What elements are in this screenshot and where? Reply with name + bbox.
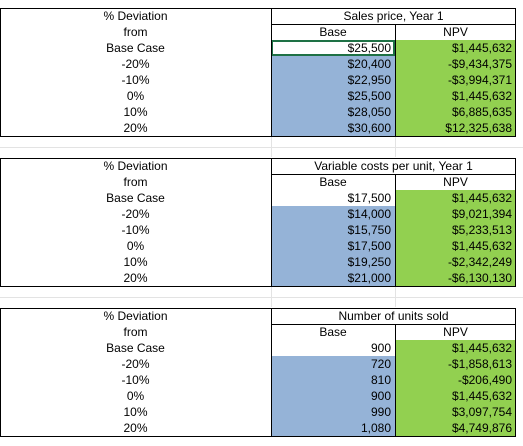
- base-cell[interactable]: $14,000: [271, 206, 395, 222]
- deviation-cell[interactable]: 10%: [123, 405, 148, 419]
- deviation-cell[interactable]: -10%: [121, 373, 150, 387]
- deviation-cell[interactable]: 20%: [123, 121, 148, 135]
- deviation-cell[interactable]: -10%: [121, 223, 150, 237]
- table-border: [0, 308, 516, 309]
- table-border: [515, 308, 516, 437]
- base-npv-cell[interactable]: $1,445,632: [395, 340, 516, 356]
- table-border: [271, 8, 272, 137]
- npv-cell[interactable]: $5,233,513: [395, 222, 516, 238]
- table-border: [515, 8, 516, 137]
- table-border: [271, 24, 516, 25]
- dev-header-line-3[interactable]: Base Case: [106, 191, 165, 205]
- table-border: [0, 308, 1, 437]
- base-cell[interactable]: 810: [271, 372, 395, 388]
- deviation-cell[interactable]: -20%: [121, 357, 150, 371]
- table-title[interactable]: Sales price, Year 1: [343, 9, 444, 23]
- table-border: [271, 158, 272, 287]
- table-border: [0, 286, 516, 287]
- base-value-cell[interactable]: 900: [370, 341, 391, 355]
- base-cell[interactable]: $25,500: [271, 88, 395, 104]
- table-title[interactable]: Variable costs per unit, Year 1: [314, 159, 473, 173]
- npv-cell[interactable]: -$1,858,613: [395, 356, 516, 372]
- dev-header-line-3[interactable]: Base Case: [106, 41, 165, 55]
- base-npv-cell[interactable]: $1,445,632: [395, 40, 516, 56]
- npv-cell[interactable]: -$9,434,375: [395, 56, 516, 72]
- npv-cell[interactable]: $6,885,635: [395, 104, 516, 120]
- base-value-cell[interactable]: $17,500: [347, 191, 391, 205]
- table-border: [0, 136, 516, 137]
- base-cell[interactable]: 720: [271, 356, 395, 372]
- base-cell[interactable]: 1,080: [271, 420, 395, 436]
- base-npv-cell[interactable]: $1,445,632: [395, 190, 516, 206]
- table-title[interactable]: Number of units sold: [338, 309, 449, 323]
- sensitivity-table-sales-price: % Deviation Sales price, Year 1 from Bas…: [0, 8, 516, 140]
- base-cell[interactable]: $20,400: [271, 56, 395, 72]
- gridline: [395, 137, 396, 157]
- base-value-cell-selected[interactable]: $25,500: [271, 40, 395, 56]
- table-border: [0, 158, 1, 287]
- base-cell[interactable]: $30,600: [271, 120, 395, 136]
- table-border: [0, 8, 1, 137]
- base-cell[interactable]: $21,000: [271, 270, 395, 286]
- table-border: [395, 324, 396, 437]
- npv-cell[interactable]: $1,445,632: [395, 238, 516, 254]
- base-cell[interactable]: $17,500: [271, 238, 395, 254]
- gridline: [0, 147, 523, 148]
- deviation-cell[interactable]: 10%: [123, 105, 148, 119]
- dev-header-line-3[interactable]: Base Case: [106, 341, 165, 355]
- deviation-cell[interactable]: -10%: [121, 73, 150, 87]
- table-border: [0, 436, 516, 437]
- npv-cell[interactable]: $9,021,394: [395, 206, 516, 222]
- dev-header-line-1[interactable]: % Deviation: [103, 309, 168, 323]
- dev-header-line-1[interactable]: % Deviation: [103, 159, 168, 173]
- dev-header-line-2[interactable]: from: [123, 175, 148, 189]
- dev-header-line-1[interactable]: % Deviation: [103, 9, 168, 23]
- table-border: [271, 324, 516, 325]
- npv-column-header[interactable]: NPV: [443, 25, 468, 39]
- dev-header-line-2[interactable]: from: [123, 25, 148, 39]
- dev-header-line-2[interactable]: from: [123, 325, 148, 339]
- table-border: [271, 308, 272, 437]
- npv-cell[interactable]: -$3,994,371: [395, 72, 516, 88]
- npv-cell[interactable]: $1,445,632: [395, 88, 516, 104]
- table-border: [271, 174, 516, 175]
- gridline: [0, 297, 523, 298]
- npv-cell[interactable]: $1,445,632: [395, 388, 516, 404]
- base-cell[interactable]: 900: [271, 388, 395, 404]
- npv-cell[interactable]: $4,749,876: [395, 420, 516, 436]
- sensitivity-table-units-sold: % Deviation Number of units sold from Ba…: [0, 308, 516, 440]
- base-cell[interactable]: $15,750: [271, 222, 395, 238]
- deviation-cell[interactable]: 20%: [123, 271, 148, 285]
- deviation-cell[interactable]: 0%: [126, 239, 145, 253]
- base-column-header[interactable]: Base: [319, 175, 347, 189]
- deviation-cell[interactable]: 20%: [123, 421, 148, 435]
- table-border: [395, 24, 396, 137]
- npv-cell[interactable]: -$2,342,249: [395, 254, 516, 270]
- deviation-cell[interactable]: -20%: [121, 57, 150, 71]
- npv-column-header[interactable]: NPV: [443, 175, 468, 189]
- table-border: [515, 158, 516, 287]
- deviation-cell[interactable]: 0%: [126, 89, 145, 103]
- table-border: [0, 158, 516, 159]
- sensitivity-table-variable-costs: % Deviation Variable costs per unit, Yea…: [0, 158, 516, 290]
- gridline: [271, 287, 272, 307]
- base-cell[interactable]: $19,250: [271, 254, 395, 270]
- base-column-header[interactable]: Base: [319, 25, 347, 39]
- table-border: [0, 8, 516, 9]
- deviation-cell[interactable]: -20%: [121, 207, 150, 221]
- npv-cell[interactable]: -$6,130,130: [395, 270, 516, 286]
- npv-cell[interactable]: -$206,490: [395, 372, 516, 388]
- base-cell[interactable]: 990: [271, 404, 395, 420]
- gridline: [395, 287, 396, 307]
- deviation-cell[interactable]: 0%: [126, 389, 145, 403]
- gridline: [271, 137, 272, 157]
- deviation-cell[interactable]: 10%: [123, 255, 148, 269]
- base-column-header[interactable]: Base: [319, 325, 347, 339]
- npv-cell[interactable]: $12,325,638: [395, 120, 516, 136]
- base-cell[interactable]: $28,050: [271, 104, 395, 120]
- table-border: [395, 174, 396, 287]
- npv-column-header[interactable]: NPV: [443, 325, 468, 339]
- base-cell[interactable]: $22,950: [271, 72, 395, 88]
- npv-cell[interactable]: $3,097,754: [395, 404, 516, 420]
